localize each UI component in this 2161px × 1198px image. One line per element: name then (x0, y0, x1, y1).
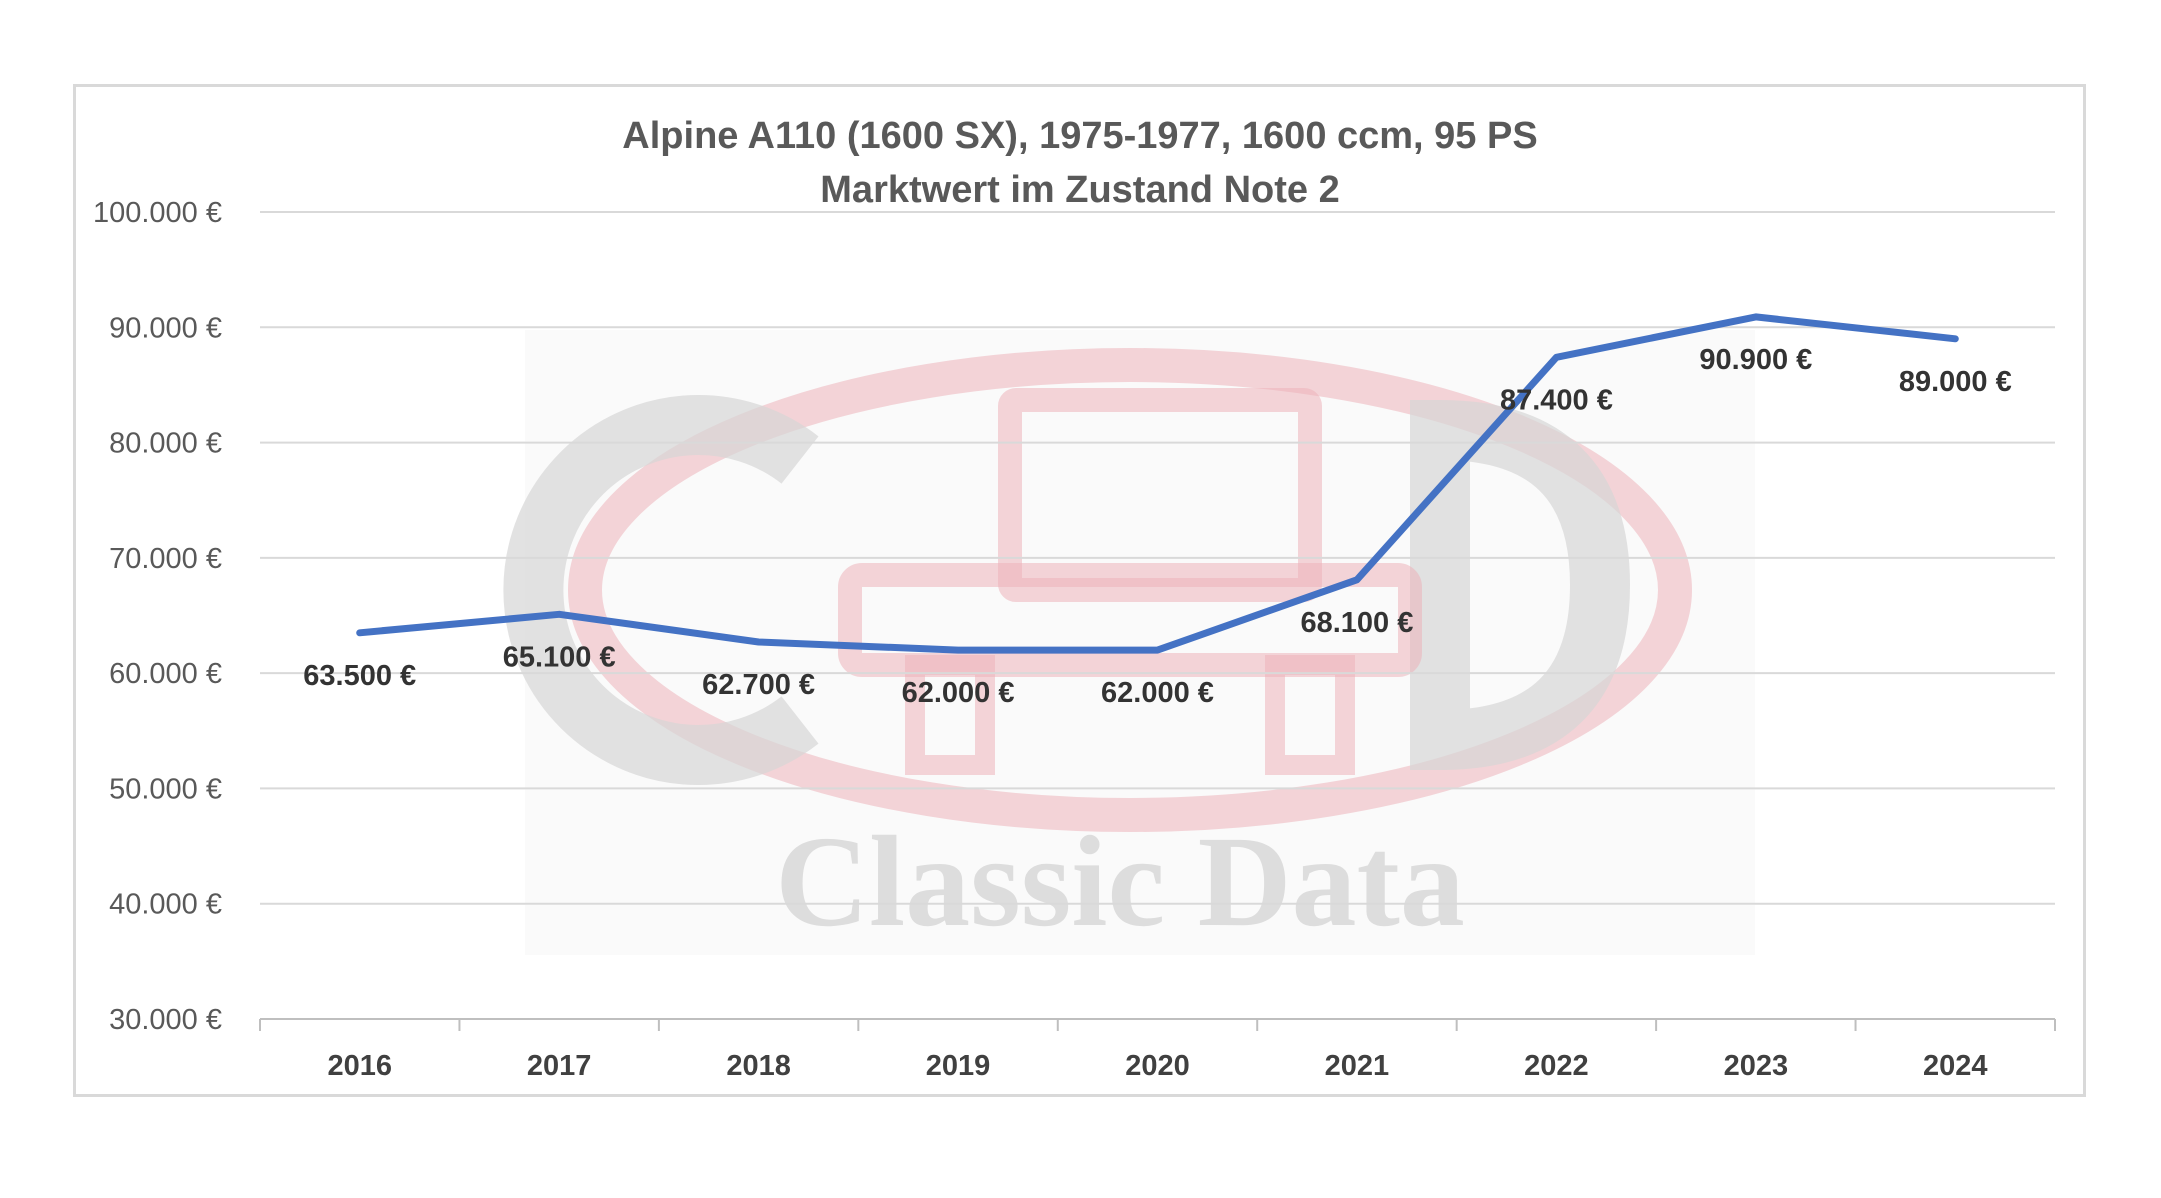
x-tick-label: 2020 (1125, 1050, 1190, 1082)
data-label: 89.000 € (1899, 366, 2012, 398)
chart-subtitle: Marktwert im Zustand Note 2 (820, 169, 1339, 211)
x-tick-label: 2024 (1923, 1050, 1988, 1082)
y-tick-label: 60.000 € (109, 658, 222, 690)
data-label: 63.500 € (303, 660, 416, 692)
data-label: 62.000 € (1101, 677, 1214, 709)
y-tick-label: 100.000 € (93, 197, 222, 229)
series-market-value (356, 313, 1959, 654)
data-point (556, 611, 563, 618)
data-point (1553, 354, 1560, 361)
data-point (1752, 313, 1759, 320)
x-tick-label: 2023 (1724, 1050, 1789, 1082)
y-tick-label: 50.000 € (109, 773, 222, 805)
data-labels: 63.500 € 65.100 € 62.700 € 62.000 € 62.000 €… (303, 344, 2011, 709)
x-tick-label: 2016 (327, 1050, 392, 1082)
y-tick-label: 70.000 € (109, 543, 222, 575)
data-point (356, 629, 363, 636)
y-axis-ticks: 30.000 € 40.000 € 50.000 € 60.000 € 70.000 €… (93, 197, 222, 1036)
x-axis-ticks: 2016 2017 2018 2019 2020 2021 2022 2023 2024 (327, 1050, 1987, 1082)
x-tick-label: 2022 (1524, 1050, 1589, 1082)
data-label: 62.000 € (902, 677, 1015, 709)
data-label: 62.700 € (702, 669, 815, 701)
x-tick-label: 2018 (726, 1050, 791, 1082)
data-point (1154, 647, 1161, 654)
data-label: 90.900 € (1699, 344, 1812, 376)
y-tick-label: 40.000 € (109, 889, 222, 921)
x-tick-label: 2017 (527, 1050, 592, 1082)
data-point (755, 639, 762, 646)
data-point (1353, 576, 1360, 583)
x-tick-label: 2021 (1325, 1050, 1390, 1082)
y-tick-label: 30.000 € (109, 1004, 222, 1036)
data-point (1952, 335, 1959, 342)
data-label: 68.100 € (1300, 607, 1413, 639)
classic-data-watermark-logo: Classic Data (503, 330, 1755, 955)
watermark-text: Classic Data (775, 810, 1465, 954)
y-tick-label: 90.000 € (109, 312, 222, 344)
x-tick-label: 2019 (926, 1050, 991, 1082)
gridlines (260, 211, 2055, 905)
y-tick-label: 80.000 € (109, 428, 222, 460)
data-label: 87.400 € (1500, 384, 1613, 416)
chart-title: Alpine A110 (1600 SX), 1975-1977, 1600 c… (622, 115, 1537, 157)
data-label: 65.100 € (503, 641, 616, 673)
data-point (955, 647, 962, 654)
x-axis (259, 1018, 2056, 1031)
